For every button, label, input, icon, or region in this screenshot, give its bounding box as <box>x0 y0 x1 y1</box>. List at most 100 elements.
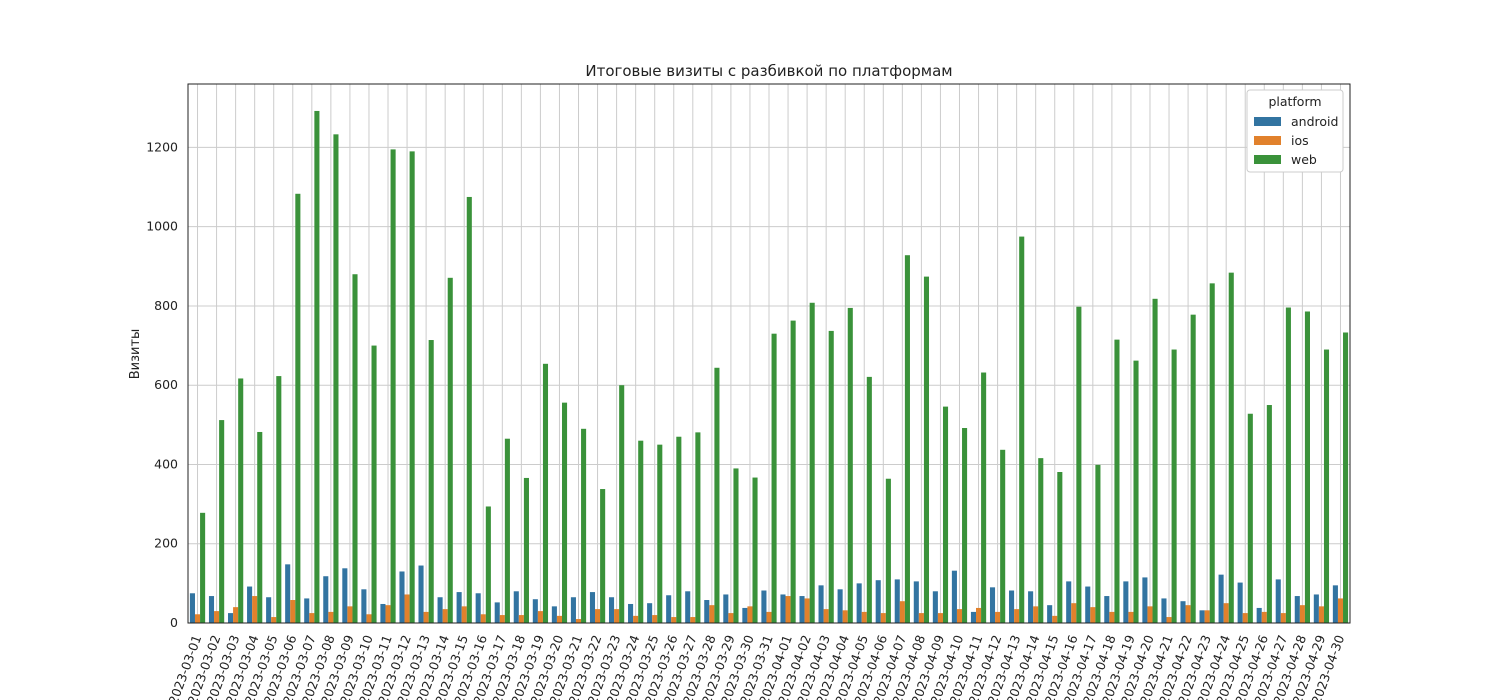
legend: platform android ios web <box>1246 89 1344 173</box>
bar-ios <box>785 596 791 623</box>
bar-web <box>390 149 396 624</box>
bar-android <box>608 597 615 623</box>
bar-ios <box>1299 605 1305 623</box>
bar-android <box>475 593 481 623</box>
bar-android <box>799 596 805 623</box>
bar-ios <box>1128 611 1134 623</box>
bar-android <box>285 564 291 623</box>
bar-ios <box>1204 610 1210 623</box>
bar-ios <box>766 611 772 623</box>
bar-android <box>837 589 843 623</box>
bar-ios <box>499 615 505 623</box>
bar-web <box>923 276 930 623</box>
bar-web <box>1171 349 1177 623</box>
bar-android <box>1066 581 1072 623</box>
bar-web <box>657 444 663 623</box>
bar-web <box>714 367 720 623</box>
bar-android <box>1237 582 1243 623</box>
bar-android <box>570 597 576 623</box>
legend-swatch-web <box>1254 155 1281 164</box>
bar-web <box>1285 307 1291 623</box>
bar-web <box>866 376 872 623</box>
bar-web <box>1343 332 1349 623</box>
bar-android <box>494 602 500 623</box>
bar-web <box>1323 349 1330 623</box>
bar-android <box>189 593 195 623</box>
bar-ios <box>1109 611 1115 623</box>
bar-android <box>951 570 957 623</box>
bar-ios <box>956 609 963 623</box>
bar-web <box>904 255 910 623</box>
y-tick-label: 1000 <box>146 219 178 234</box>
bar-android <box>628 603 634 623</box>
legend-label-web: web <box>1291 152 1317 167</box>
bar-ios <box>404 594 410 623</box>
bar-android <box>380 603 386 623</box>
bar-android <box>989 587 996 623</box>
bar-android <box>970 611 977 623</box>
bar-web <box>847 307 853 623</box>
bar-ios <box>842 610 848 623</box>
bar-ios <box>633 615 639 623</box>
bar-android <box>1161 598 1167 623</box>
bar-ios <box>918 613 924 623</box>
bar-android <box>208 596 215 623</box>
bar-ios <box>709 605 715 623</box>
bar-ios <box>1337 598 1344 623</box>
legend-box <box>1246 89 1344 173</box>
bar-android <box>1028 591 1034 623</box>
y-axis-label: Визиты <box>128 329 143 380</box>
bar-web <box>485 506 491 623</box>
bar-android <box>913 581 919 623</box>
bar-ios <box>1318 606 1324 623</box>
bar-web <box>638 440 644 623</box>
bar-ios <box>271 617 277 623</box>
bar-web <box>409 151 415 623</box>
bar-web <box>809 302 815 623</box>
bar-ios <box>575 619 582 623</box>
bar-ios <box>347 606 353 623</box>
bar-ios <box>652 615 658 623</box>
y-tick-label: 0 <box>170 615 178 630</box>
bar-ios <box>309 613 315 623</box>
bar-ios <box>1280 613 1286 623</box>
bar-web <box>1228 272 1234 623</box>
bar-web <box>1266 405 1272 623</box>
bars <box>189 110 1349 624</box>
bar-web <box>371 345 377 623</box>
bar-ios <box>595 609 601 623</box>
x-axis-ticks: 2023-03-012023-03-022023-03-032023-03-04… <box>165 633 1347 700</box>
bar-web <box>1057 472 1063 623</box>
legend-title: platform <box>1268 94 1321 109</box>
y-tick-label: 200 <box>154 536 178 551</box>
bar-android <box>742 607 748 623</box>
bar-ios <box>823 609 829 623</box>
bar-android <box>932 591 938 623</box>
bar-ios <box>556 615 562 623</box>
bar-ios <box>899 601 905 623</box>
bar-ios <box>728 613 734 623</box>
bar-android <box>399 571 405 623</box>
bar-ios <box>995 611 1001 623</box>
bar-web <box>1304 311 1310 623</box>
bar-ios <box>1261 611 1267 623</box>
bar-ios <box>1223 603 1229 623</box>
bar-web <box>790 320 796 623</box>
bar-web <box>1114 339 1120 623</box>
bar-android <box>704 600 710 623</box>
bar-ios <box>1185 605 1191 623</box>
bar-ios <box>1014 609 1020 623</box>
bar-web <box>257 431 263 623</box>
y-axis-ticks: 0 200 400 600 800 1000 1200 <box>146 139 178 630</box>
bar-ios <box>690 617 696 623</box>
bar-web <box>1019 236 1025 623</box>
bar-web <box>1038 458 1044 623</box>
bar-android <box>1104 596 1110 623</box>
bar-ios <box>1033 606 1039 623</box>
bar-android <box>780 594 786 623</box>
bar-ios <box>290 600 296 623</box>
bar-web <box>466 196 472 623</box>
bar-web <box>1209 283 1215 623</box>
bar-ios <box>537 611 543 623</box>
bar-web <box>1152 298 1158 623</box>
